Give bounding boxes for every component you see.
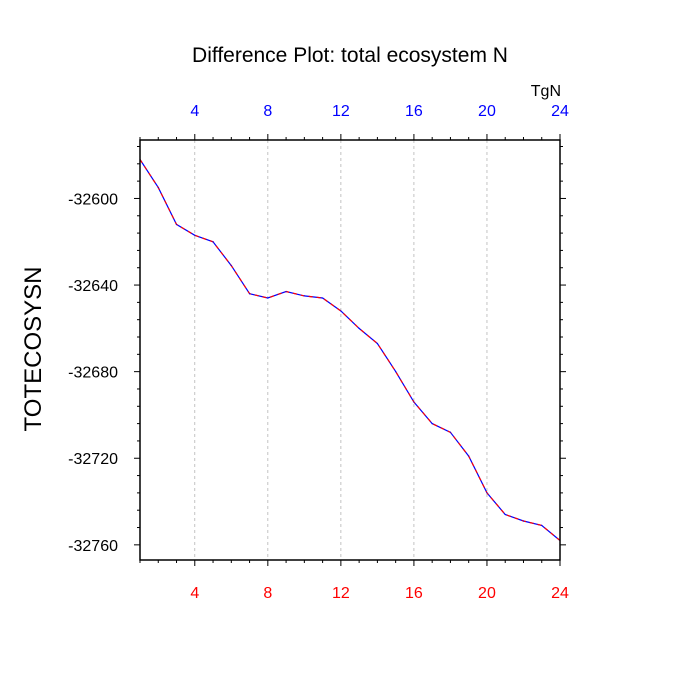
y-tick-label: -32760 (68, 538, 118, 555)
plot-frame (139, 139, 561, 561)
x-tick-label-bottom: 24 (551, 585, 569, 602)
data-point (248, 293, 251, 295)
y-tick-label: -32680 (68, 365, 118, 382)
data-point (468, 455, 470, 457)
x-tick-label-top: 4 (190, 103, 199, 120)
chart-title: Difference Plot: total ecosystem N (192, 44, 508, 67)
x-tick-label-bottom: 12 (332, 585, 350, 602)
x-tick-label-top: 8 (263, 103, 272, 120)
x-tick-label-bottom: 4 (190, 585, 199, 602)
x-tick-label-bottom: 20 (478, 585, 496, 602)
series-group (139, 158, 561, 542)
data-point (340, 310, 342, 312)
y-tick-label: -32640 (68, 278, 118, 295)
data-point (431, 423, 433, 425)
data-point (230, 264, 232, 267)
units-label: TgN (531, 83, 561, 100)
data-point (522, 520, 525, 522)
gridlines (194, 140, 488, 560)
data-point (194, 234, 196, 236)
data-point (413, 401, 415, 403)
data-point (175, 223, 178, 226)
data-point (322, 297, 324, 299)
x-tick-label-bottom: 16 (405, 585, 423, 602)
data-point (376, 342, 378, 345)
y-tick-label: -32600 (68, 191, 118, 208)
x-tick-label-top: 20 (478, 103, 496, 120)
data-point (449, 431, 452, 433)
data-point (303, 295, 305, 297)
data-point (212, 241, 214, 243)
series-line-0 (139, 159, 561, 541)
x-tick-label-top: 12 (332, 103, 350, 120)
y-axis-label: TOTECOSYSN (20, 267, 47, 432)
data-point (358, 327, 360, 329)
data-point (486, 492, 488, 494)
x-tick-label-top: 16 (405, 103, 423, 120)
data-point (541, 524, 543, 526)
tick-labels: 4 4 8 8 12 12 16 16 20 20 24 24 -32600 -32640 -32680 -3… (68, 103, 569, 602)
data-point (267, 297, 269, 299)
data-point (285, 290, 287, 293)
data-point (157, 187, 159, 189)
data-point (504, 513, 506, 516)
series-line-overlay-0 (139, 159, 561, 541)
x-tick-label-bottom: 8 (263, 585, 272, 602)
data-point (395, 371, 397, 373)
x-tick-label-top: 24 (551, 103, 569, 120)
y-tick-label: -32720 (68, 451, 118, 468)
tick-marks (134, 134, 566, 566)
